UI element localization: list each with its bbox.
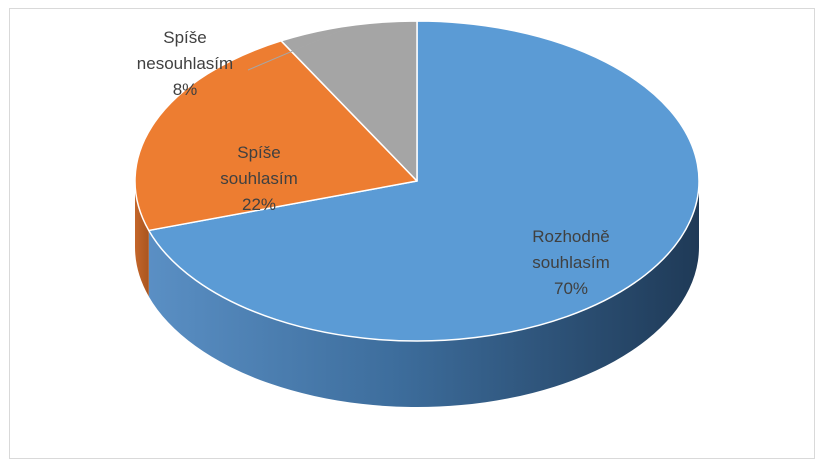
data-label-category-line: souhlasím — [532, 253, 609, 272]
data-label-spise-nesouhlasim: Spíše nesouhlasím 8% — [137, 27, 348, 99]
data-label-category-line: nesouhlasím — [137, 54, 233, 73]
pie-top-layer — [134, 20, 700, 342]
data-label-value: 70% — [554, 279, 588, 298]
data-label-value: 22% — [242, 195, 276, 214]
data-label-value: 8% — [173, 80, 198, 99]
pie-slice-spise-souhlasim — [134, 40, 418, 232]
pie-slice-spise-nesouhlasim — [280, 20, 418, 182]
pie-side-rozhodne-souhlasim — [148, 181, 699, 407]
leader-line-spise-nesouhlasim — [247, 27, 348, 71]
data-label-category-line: Spíše — [163, 28, 206, 47]
pie-side-spise-souhlasim — [135, 181, 149, 297]
pie-label-layer: Rozhodněsouhlasím70%Spíšesouhlasím22%Spí… — [137, 27, 610, 298]
data-label-category-line: Spíše — [237, 143, 280, 162]
data-label-category-line: souhlasím — [220, 169, 297, 188]
pie-side-layer — [135, 181, 699, 407]
data-label-spise-souhlasim: Spíše souhlasím 22% — [220, 143, 297, 214]
pie-slice-rozhodne-souhlasim — [148, 20, 700, 342]
data-label-rozhodne-souhlasim: Rozhodně souhlasím 70% — [532, 227, 610, 298]
data-label-category-line: Rozhodně — [532, 227, 610, 246]
